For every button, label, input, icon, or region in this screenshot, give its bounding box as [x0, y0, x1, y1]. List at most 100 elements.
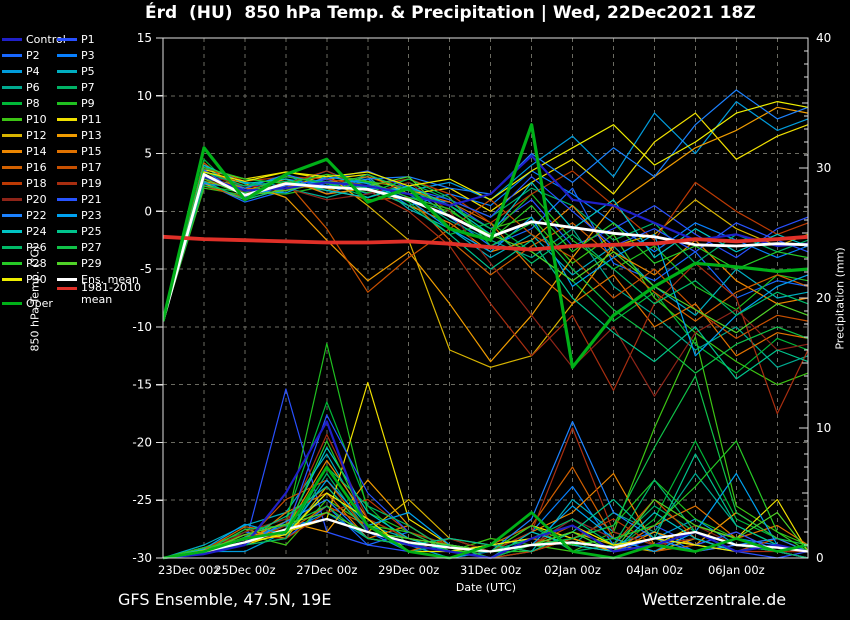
legend-label-p4: P4 — [26, 64, 40, 78]
legend-label-p9: P9 — [81, 96, 95, 110]
legend-swatch-p2 — [2, 54, 22, 57]
temp-line-p29 — [162, 176, 809, 334]
legend-label-p27: P27 — [81, 240, 102, 254]
legend-label-p13: P13 — [81, 128, 102, 142]
legend-swatch-p1 — [57, 38, 77, 41]
legend-item-p9: P9 — [57, 97, 95, 110]
legend-label-ens_mean: Ens. mean — [81, 272, 139, 286]
legend-item-p13: P13 — [57, 129, 102, 142]
y-axis-label-temperature: 850 hPa Temp. (°C) — [28, 245, 42, 352]
legend-label-p8: P8 — [26, 96, 40, 110]
precip-line-oper — [162, 465, 809, 560]
legend-item-p21: P21 — [57, 193, 102, 206]
legend-item-p5: P5 — [57, 65, 95, 78]
x-tick-label: 29Dec 00z — [378, 563, 439, 577]
y-left-tick-label: -30 — [132, 551, 152, 565]
legend-item-ens_mean: Ens. mean — [57, 273, 139, 286]
legend-swatch-p5 — [57, 70, 77, 73]
legend-label-p5: P5 — [81, 64, 95, 78]
legend-label-p17: P17 — [81, 160, 102, 174]
legend-label-p26: P26 — [26, 240, 47, 254]
temp-line-p18 — [162, 166, 809, 322]
temp-line-p11 — [162, 112, 809, 322]
legend-item-p22: P22 — [2, 209, 47, 222]
legend-swatch-p21 — [57, 198, 77, 201]
legend-swatch-p17 — [57, 166, 77, 169]
legend-swatch-oper — [2, 302, 22, 305]
legend-swatch-p19 — [57, 182, 77, 185]
y-left-tick-label: 15 — [137, 31, 152, 45]
legend-item-control: Control — [2, 33, 66, 46]
legend-item-p16: P16 — [2, 161, 47, 174]
legend-swatch-p15 — [57, 150, 77, 153]
temp-line-p17 — [162, 180, 809, 339]
legend-label-p22: P22 — [26, 208, 47, 222]
legend: Control P2 P4 P6 P8 P10 P12 P14 P16 P18 P20 P22 P24 P… — [0, 0, 141, 330]
legend-swatch-p12 — [2, 134, 22, 137]
legend-label-p20: P20 — [26, 192, 47, 206]
legend-label-p1: P1 — [81, 32, 95, 46]
legend-item-p2: P2 — [2, 49, 40, 62]
temperature-series — [162, 89, 809, 415]
legend-item-p23: P23 — [57, 209, 102, 222]
y-left-tick-label: -15 — [132, 378, 152, 392]
legend-item-oper: Oper — [2, 297, 53, 310]
legend-item-p3: P3 — [57, 49, 95, 62]
x-tick-label: 31Dec 00z — [460, 563, 521, 577]
y-right-tick-label: 10 — [816, 421, 831, 435]
y-right-tick-label: 30 — [816, 161, 831, 175]
legend-item-p1: P1 — [57, 33, 95, 46]
legend-label-p30: P30 — [26, 272, 47, 286]
legend-swatch-p25 — [57, 230, 77, 233]
y-left-tick-label: 10 — [137, 89, 152, 103]
temp-line-p19 — [162, 170, 809, 415]
y-left-tick-label: 0 — [144, 204, 152, 218]
legend-swatch-p8 — [2, 102, 22, 105]
legend-label-p18: P18 — [26, 176, 47, 190]
legend-item-p20: P20 — [2, 193, 47, 206]
legend-item-p8: P8 — [2, 97, 40, 110]
legend-swatch-p7 — [57, 86, 77, 89]
legend-label-p6: P6 — [26, 80, 40, 94]
legend-swatch-p29 — [57, 262, 77, 265]
temp-line-p14 — [162, 178, 809, 322]
legend-swatch-p24 — [2, 230, 22, 233]
y-left-tick-label: -10 — [132, 320, 152, 334]
legend-item-p15: P15 — [57, 145, 102, 158]
legend-swatch-climate — [57, 287, 77, 290]
legend-swatch-p27 — [57, 246, 77, 249]
legend-label-p29: P29 — [81, 256, 102, 270]
legend-item-p25: P25 — [57, 225, 102, 238]
temp-line-p20 — [162, 173, 809, 397]
legend-item-p10: P10 — [2, 113, 47, 126]
legend-item-p7: P7 — [57, 81, 95, 94]
x-tick-label: 02Jan 00z — [544, 563, 601, 577]
y-left-tick-label: -5 — [140, 262, 152, 276]
temp-line-p13 — [162, 106, 809, 363]
x-tick-label: 23Dec 00z — [158, 563, 219, 577]
legend-item-p4: P4 — [2, 65, 40, 78]
legend-swatch-p16 — [2, 166, 22, 169]
y-left-tick-label: 5 — [144, 147, 152, 161]
legend-label-oper: Oper — [26, 296, 53, 310]
legend-label-p23: P23 — [81, 208, 102, 222]
axis-ticks-and-labels: 15 10 5 0 -5 -10 -15 -20 -25 -30 0 10 20 30 40 23Dec 00… — [132, 31, 831, 577]
legend-swatch-p18 — [2, 182, 22, 185]
y-right-tick-label: 20 — [816, 291, 831, 305]
legend-label-p3: P3 — [81, 48, 95, 62]
legend-item-p14: P14 — [2, 145, 47, 158]
legend-item-p18: P18 — [2, 177, 47, 190]
legend-item-p28: P28 — [2, 257, 47, 270]
legend-swatch-control — [2, 38, 22, 41]
legend-label-p16: P16 — [26, 160, 47, 174]
legend-item-p6: P6 — [2, 81, 40, 94]
temp-line-climate — [162, 234, 809, 252]
legend-swatch-p20 — [2, 198, 22, 201]
legend-label-p14: P14 — [26, 144, 47, 158]
x-tick-label: 25Dec 00z — [214, 563, 275, 577]
legend-label-p2: P2 — [26, 48, 40, 62]
footer-model-info: GFS Ensemble, 47.5N, 19E — [118, 590, 332, 609]
legend-label-p19: P19 — [81, 176, 102, 190]
legend-item-p12: P12 — [2, 129, 47, 142]
